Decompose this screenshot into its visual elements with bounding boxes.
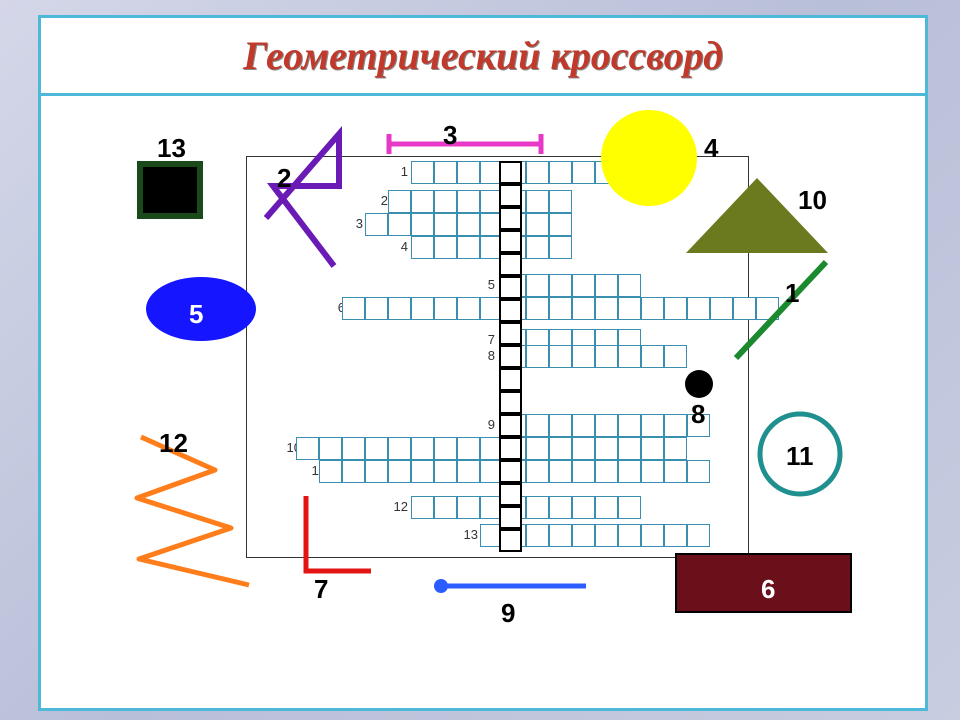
crossword-vertical-cell [499,322,522,345]
shape-number-label: 3 [443,120,457,151]
shape-number-label: 9 [501,598,515,629]
maroon-rect-icon [41,96,925,711]
crossword-vertical-cell [499,437,522,460]
crossword-vertical-cell [499,414,522,437]
shape-number-label: 7 [314,574,328,605]
shape-number-label: 10 [798,185,827,216]
crossword-vertical-cell [499,391,522,414]
shape-number-label: 1 [785,278,799,309]
shape-number-label: 11 [786,441,814,472]
shape-number-label: 2 [277,163,291,194]
crossword-vertical-cell [499,161,522,184]
shape-number-label: 4 [704,133,718,164]
shape-number-label: 6 [761,574,775,605]
shape-number-label: 12 [159,428,188,459]
slide-frame: Геометрический кроссворд 123456789101112… [38,15,928,711]
crossword-vertical-cell [499,207,522,230]
crossword-vertical-cell [499,529,522,552]
crossword-vertical-cell [499,483,522,506]
shape-number-label: 13 [157,133,186,164]
crossword-vertical-cell [499,299,522,322]
crossword-vertical-cell [499,276,522,299]
shape-number-label: 5 [189,299,203,330]
shape-number-label: 8 [691,399,705,430]
crossword-vertical-cell [499,506,522,529]
crossword-vertical-cell [499,253,522,276]
page-title: Геометрический кроссворд [243,32,723,79]
crossword-vertical-cell [499,345,522,368]
diagram-canvas: 1234567891011121313234105181211796 [41,96,925,711]
crossword-vertical-cell [499,460,522,483]
title-box: Геометрический кроссворд [41,18,925,96]
crossword-vertical-cell [499,184,522,207]
crossword-vertical-cell [499,368,522,391]
crossword-vertical-cell [499,230,522,253]
